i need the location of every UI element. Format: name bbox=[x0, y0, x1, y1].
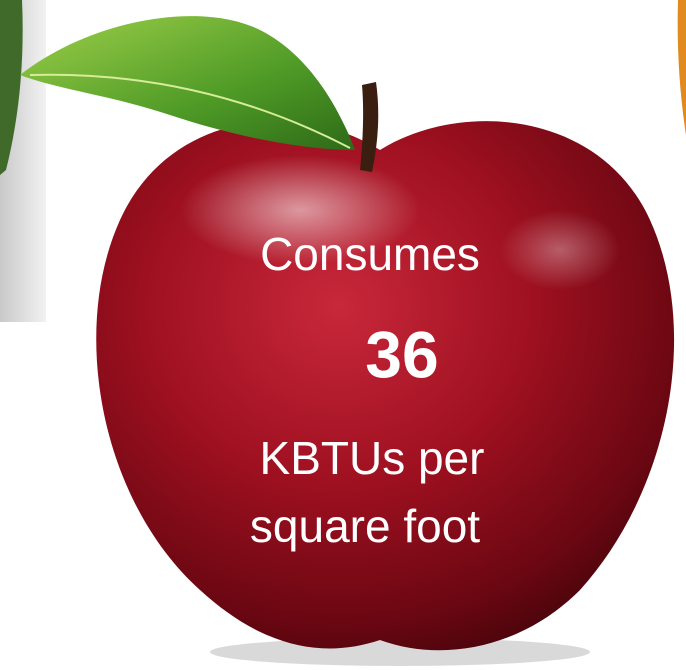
caption-line: KBTUs per bbox=[260, 432, 485, 484]
caption-line: Consumes bbox=[260, 228, 480, 280]
caption-line: square foot bbox=[250, 500, 480, 552]
side-leaf bbox=[0, 0, 23, 175]
leaf bbox=[20, 16, 355, 150]
apple-shine bbox=[500, 210, 620, 290]
side-orange bbox=[677, 0, 686, 135]
caption-number: 36 bbox=[365, 317, 438, 391]
stem bbox=[360, 82, 379, 172]
leaf-vein bbox=[29, 73, 351, 149]
apple-shine bbox=[180, 155, 420, 265]
